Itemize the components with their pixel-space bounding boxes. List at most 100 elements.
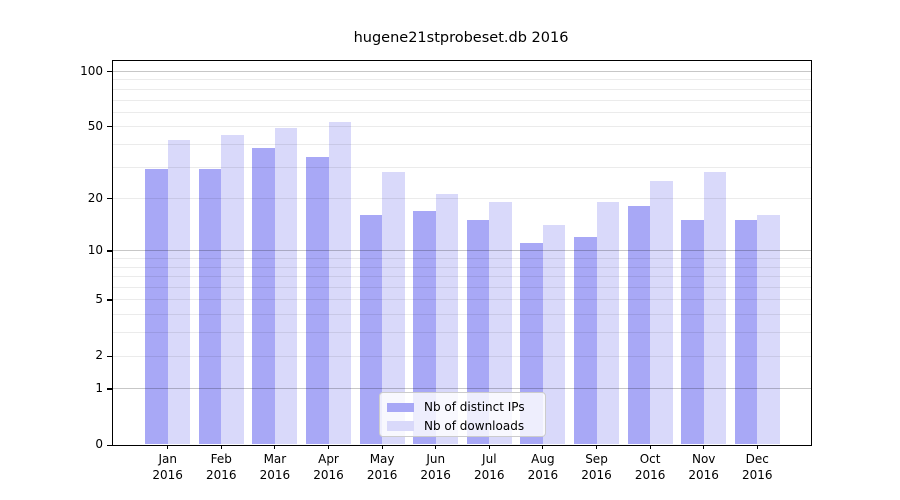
x-axis-month-feb: Feb [210,452,232,466]
x-axis-year-jun: 2016 [420,467,451,482]
bar-downloads-dec [757,215,780,445]
x-axis-month-dec: Dec [745,452,769,466]
x-axis-label-dec: Dec 2016 [725,452,789,483]
bar-downloads-jun [435,194,459,445]
x-axis-month-apr: Apr [318,452,339,466]
x-axis-month-oct: Oct [639,452,661,466]
gridline-major-1 [113,388,811,390]
legend: Nb of distinct IPs Nb of downloads [379,392,546,437]
gridline-major-100 [113,71,811,72]
gridline-minor-8 [113,266,811,268]
x-axis-tick-jan [167,445,169,449]
x-axis-year-mar: 2016 [259,467,291,482]
legend-item-distinct-ips: Nb of distinct IPs [387,398,545,417]
bar-distinct-ips-mar [252,148,275,445]
y-axis-tick-label-0: 0 [95,437,103,451]
x-axis-tick-may [381,445,383,449]
x-axis-tick-jul [488,445,490,449]
x-axis-month-jun: Jun [426,452,446,466]
bar-distinct-ips-dec [734,220,758,445]
x-axis-label-jun: Jun 2016 [404,452,468,483]
chart-title: hugene21stprobeset.db 2016 [353,30,569,46]
bar-downloads-oct [650,180,673,445]
x-axis-label-may: May 2016 [350,452,414,483]
gridline-minor-5 [113,299,811,301]
bar-downloads-nov [703,171,727,445]
gridline-minor-2 [113,355,811,357]
x-axis-month-may: May [369,452,395,466]
legend-swatch-downloads-icon [387,421,414,431]
bar-distinct-ips-may [359,215,383,445]
gridline-minor-80 [113,88,811,90]
x-axis-tick-dec [756,445,758,449]
gridline-minor-40 [113,143,811,145]
x-axis-tick-apr [327,445,330,449]
x-axis-month-aug: Aug [531,452,555,466]
bar-distinct-ips-nov [681,220,704,445]
gridline-minor-4 [113,314,811,316]
x-axis-tick-nov [703,445,705,449]
bar-downloads-mar [274,127,298,445]
x-axis-tick-oct [649,445,651,449]
bar-distinct-ips-sep [574,236,597,445]
bar-distinct-ips-apr [306,156,329,445]
x-axis-month-sep: Sep [585,452,608,466]
x-axis-label-nov: Nov 2016 [672,452,736,483]
x-axis-tick-sep [595,445,598,449]
y-axis-tick-label-20: 20 [87,190,103,205]
x-axis-tick-jun [435,445,437,449]
x-axis-year-oct: 2016 [634,467,666,482]
y-axis-tick-0 [107,444,112,446]
x-axis-tick-aug [542,445,544,449]
y-axis-tick-50 [107,126,112,128]
x-axis-label-aug: Aug 2016 [511,452,575,483]
y-axis-tick-label-10: 10 [87,242,103,257]
gridline-major-10 [113,250,811,252]
bar-downloads-apr [328,121,351,445]
x-axis-month-jul: Jul [482,452,497,466]
x-axis-label-oct: Oct 2016 [618,452,682,483]
gridline-minor-20 [113,198,811,200]
x-axis-year-jan: 2016 [152,467,183,482]
legend-item-downloads: Nb of downloads [387,417,545,436]
gridline-minor-60 [113,111,811,113]
x-axis-tick-mar [274,445,276,449]
plot-area: 100 50 20 10 5 2 1 0 Jan 2016 Feb 2016 Mar 2016 Apr 201… [80,60,812,482]
x-axis-year-nov: 2016 [688,467,719,482]
bar-distinct-ips-jul [466,220,490,445]
x-axis-year-aug: 2016 [527,467,559,482]
bar-downloads-feb [221,134,244,445]
y-axis-tick-label-2: 2 [95,348,103,363]
bar-downloads-aug [542,225,566,445]
y-axis-tick-5 [107,299,112,301]
legend-label-downloads: Nb of downloads [424,418,525,433]
gridline-minor-3 [113,332,811,334]
y-axis-tick-1 [107,388,112,390]
legend-swatch-ips-icon [387,402,414,412]
x-axis-month-jan: Jan [158,452,177,466]
y-axis-tick-label-50: 50 [87,118,103,133]
y-axis-tick-100 [107,71,112,73]
y-axis-tick-10 [107,250,112,252]
x-axis-year-apr: 2016 [313,467,344,482]
x-axis-label-sep: Sep 2016 [565,452,629,483]
y-axis-tick-20 [107,198,112,200]
bar-distinct-ips-jan [145,169,168,445]
x-axis-year-feb: 2016 [206,467,237,482]
x-axis-month-mar: Mar [263,452,287,466]
gridline-minor-50 [113,126,811,128]
bar-distinct-ips-feb [198,169,222,445]
y-axis-tick-label-100: 100 [80,63,103,78]
gridline-minor-9 [113,258,811,260]
bar-downloads-sep [596,202,619,445]
x-axis-month-nov: Nov [691,452,716,466]
gridline-minor-30 [113,166,811,168]
legend-label-distinct-ips: Nb of distinct IPs [424,400,525,415]
x-axis-label-jan: Jan 2016 [136,452,200,483]
x-axis-year-dec: 2016 [742,467,773,482]
gridline-minor-7 [113,276,811,278]
x-axis-label-apr: Apr 2016 [297,452,361,483]
y-axis-tick-label-1: 1 [95,380,103,395]
y-axis-tick-2 [107,355,112,357]
